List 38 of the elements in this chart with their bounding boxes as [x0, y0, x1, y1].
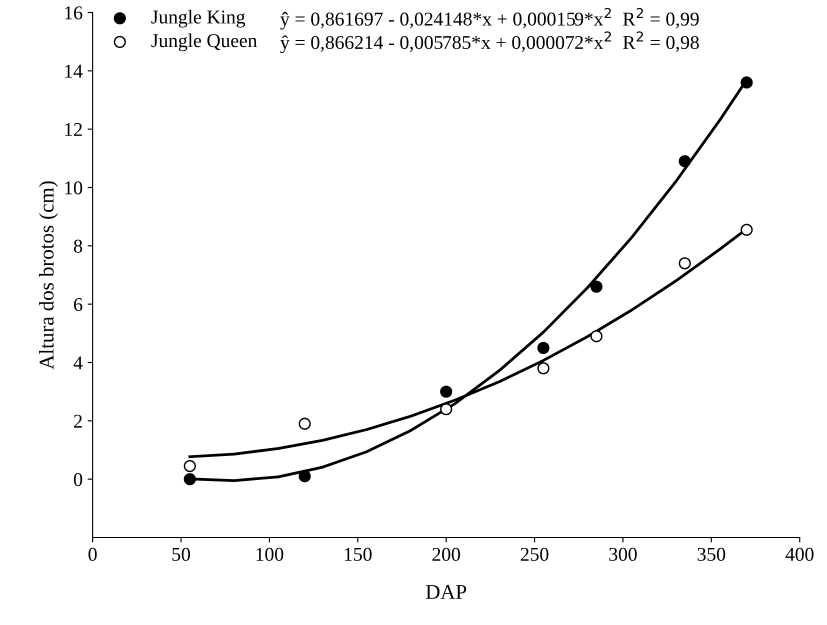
y-axis-title: Altura dos brotos (cm)	[39, 181, 58, 370]
point	[678, 257, 691, 270]
x-tick-label: 0	[88, 548, 97, 561]
point	[537, 342, 550, 354]
point	[678, 155, 691, 168]
point	[740, 224, 753, 236]
point	[740, 76, 753, 89]
x-tick-label: 100	[256, 548, 284, 561]
y-tick-label: 16	[65, 6, 82, 20]
point	[537, 362, 550, 374]
y-tick-label: 6	[74, 298, 82, 312]
x-tick-label: 300	[609, 548, 637, 561]
x-tick-label: 50	[172, 548, 190, 561]
x-axis-title: DAP	[426, 585, 466, 599]
point	[440, 403, 452, 416]
point	[184, 460, 196, 472]
x-tick-label: 350	[698, 548, 726, 561]
annotation: ŷ = 0,861697 - 0,024148*x + 0,000159*x$^{2}$ R$^{2}$ = 0,99	[280, 8, 699, 30]
point	[298, 418, 311, 430]
y-tick-label: 14	[65, 64, 83, 78]
y-tick-label: 2	[74, 414, 82, 428]
point	[590, 280, 602, 293]
legend-label: Jungle King	[151, 10, 246, 28]
x-tick-label: 400	[786, 548, 814, 561]
y-tick-label: 10	[65, 181, 82, 194]
x-tick-label: 150	[344, 548, 372, 561]
point	[184, 473, 196, 486]
x-tick-label: 200	[432, 548, 460, 561]
y-tick-label: 4	[74, 356, 83, 370]
point	[298, 470, 311, 482]
legend-label: Jungle Queen	[151, 34, 258, 52]
y-tick-label: 12	[65, 123, 82, 136]
point	[440, 386, 452, 398]
point	[590, 330, 602, 342]
y-tick-label: 8	[74, 240, 82, 253]
x-tick-label: 250	[520, 548, 548, 561]
annotation: ŷ = 0,866214 - 0,005785*x + 0,000072*x$^{2}$ R$^{2}$ = 0,98	[280, 31, 699, 54]
y-tick-label: 0	[74, 472, 82, 486]
